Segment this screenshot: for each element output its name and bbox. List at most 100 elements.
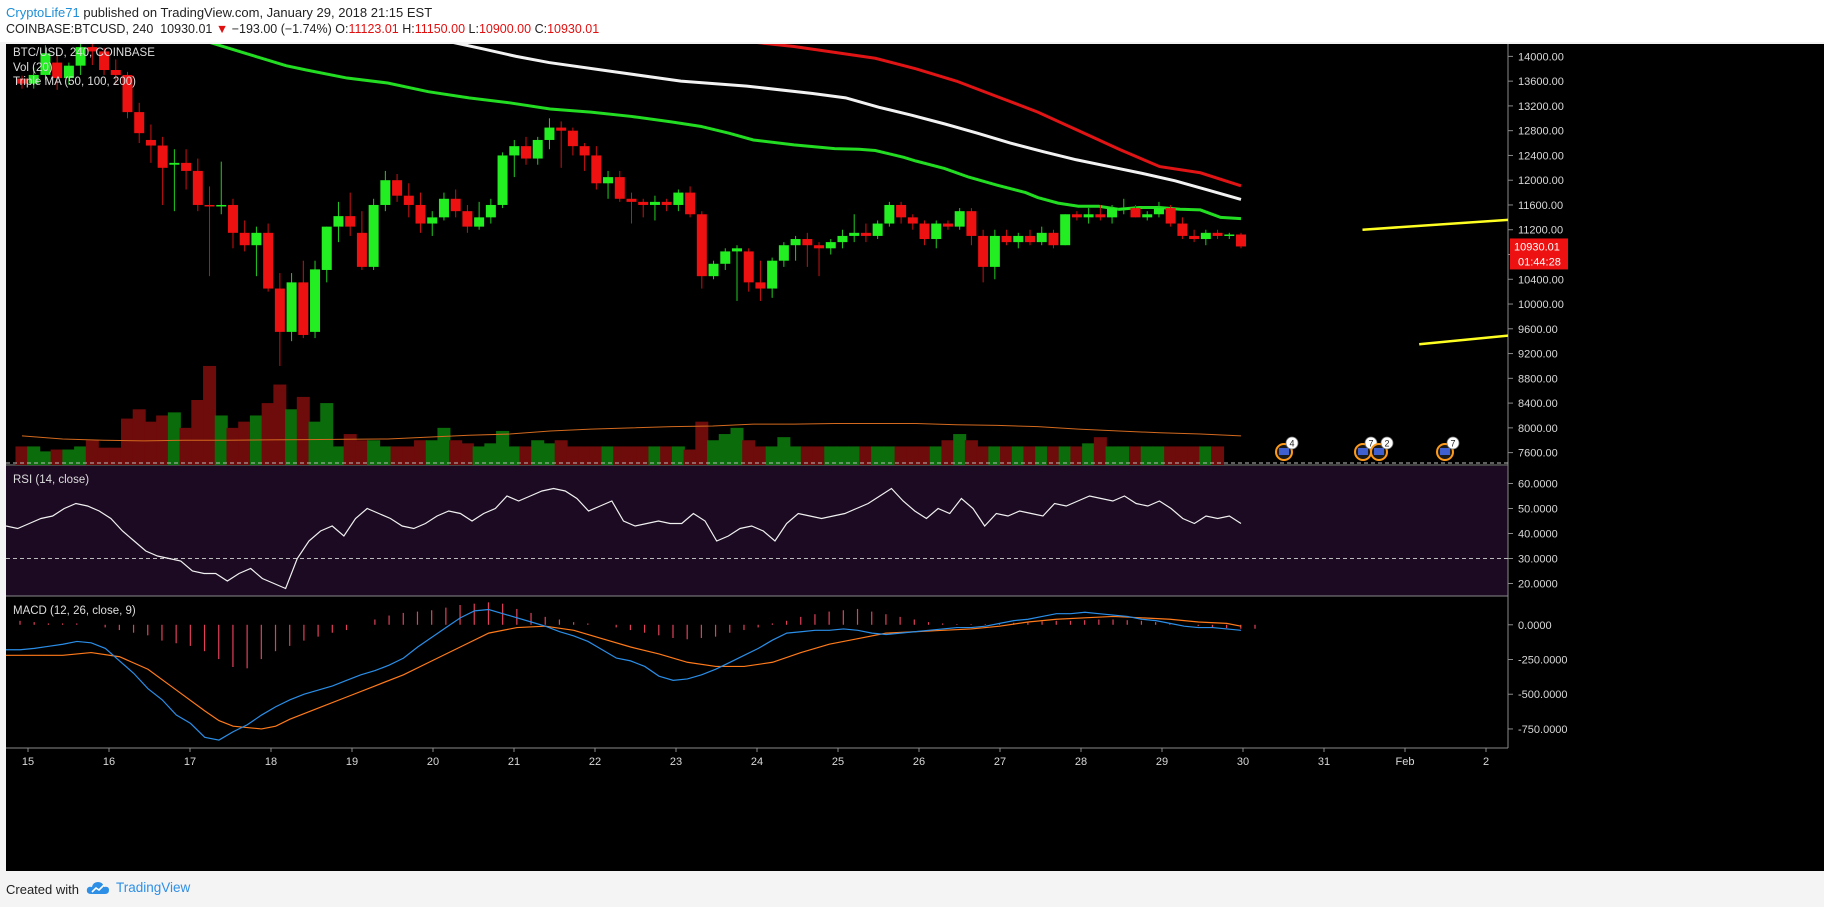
low-value: 10900.00	[478, 22, 532, 36]
candle-body	[368, 204, 379, 267]
ma50-line	[209, 44, 1242, 221]
price-tick-label: 9600.00	[1518, 324, 1558, 336]
candle-body	[274, 288, 285, 332]
chart-area[interactable]: 4 7 2 7 14000.00 13600.00 13200.00 12800.00 1240…	[6, 44, 1824, 871]
candle-body	[731, 248, 742, 252]
volume-bar	[425, 440, 439, 465]
candle-body	[896, 204, 907, 218]
candle-body	[884, 204, 895, 224]
rsi-label: RSI (14, close)	[13, 474, 89, 486]
price-tick-label: 12800.00	[1518, 126, 1564, 138]
volume-bar	[578, 446, 592, 465]
candle-body	[380, 180, 391, 205]
author-link[interactable]: CryptoLife71	[6, 5, 80, 20]
candle-body	[1013, 235, 1024, 243]
volume-bar	[1152, 446, 1166, 465]
x-tick-label: 23	[670, 756, 682, 768]
volume-bar	[167, 412, 181, 465]
legend-triple-ma: Triple MA (50, 100, 200)	[13, 76, 136, 88]
volume-bar	[390, 446, 404, 465]
macd-line	[6, 608, 1242, 741]
candle-body	[509, 146, 520, 156]
candle-body	[28, 74, 39, 84]
candle-body	[544, 127, 555, 140]
x-tick-label: 26	[913, 756, 925, 768]
price-tick-label: 10400.00	[1518, 274, 1564, 286]
candle-body	[63, 65, 74, 79]
volume-bar	[648, 446, 662, 465]
us-flag-icon	[1440, 448, 1450, 455]
candle-body	[708, 263, 719, 277]
volume-bar	[179, 427, 193, 465]
candle-body	[204, 204, 215, 207]
volume-bar	[261, 403, 275, 465]
candle-body	[591, 155, 602, 184]
volume-bar	[953, 434, 967, 465]
volume-bar	[320, 403, 334, 465]
volume-bar	[531, 440, 545, 465]
volume-bar	[660, 446, 674, 465]
volume-bar	[109, 447, 123, 465]
candle-body	[1212, 232, 1223, 236]
candle-body	[825, 242, 836, 249]
x-tick-label: 17	[184, 756, 196, 768]
candle-body	[696, 214, 707, 277]
price-tick-label: 11200.00	[1518, 225, 1563, 237]
candles-layer	[17, 44, 1246, 366]
volume-bar	[38, 451, 52, 465]
volume-bar	[1011, 446, 1025, 465]
candle-body	[942, 223, 953, 227]
candle-body	[649, 201, 660, 205]
x-tick-label: 21	[508, 756, 520, 768]
volume-bar	[85, 440, 99, 465]
volume-bar	[636, 446, 650, 465]
x-tick-label: 22	[589, 756, 601, 768]
x-tick-label: 29	[1156, 756, 1168, 768]
volume-bar	[191, 399, 205, 465]
last-price-label: 10930.01	[1514, 241, 1560, 253]
chart-canvas[interactable]: 4 7 2 714000.0013600.0013200.0012800.001240…	[6, 44, 1824, 871]
macd-tick-label: -500.0000	[1518, 689, 1568, 701]
candle-body	[263, 232, 274, 289]
price-tick-label: 10000.00	[1518, 299, 1564, 311]
volume-bar	[27, 446, 41, 465]
candle-body	[415, 204, 426, 224]
candle-body	[99, 51, 110, 71]
volume-bar	[894, 446, 908, 465]
candle-body	[919, 223, 930, 240]
x-tick-label: Feb	[1396, 756, 1415, 768]
volume-bar	[777, 437, 791, 465]
volume-bar	[1175, 446, 1189, 465]
volume-bar	[1140, 446, 1154, 465]
candle-body	[989, 235, 1000, 267]
candle-body	[556, 127, 567, 131]
volume-bar	[1023, 446, 1037, 465]
candle-body	[778, 245, 789, 261]
candle-body	[286, 282, 297, 332]
x-tick-label: 31	[1318, 756, 1330, 768]
candle-body	[227, 204, 238, 233]
volume-bar	[707, 440, 721, 465]
us-flag-icon	[1374, 448, 1384, 455]
price-tick-label: 12400.00	[1518, 150, 1564, 162]
tradingview-link[interactable]: TradingView	[86, 880, 190, 895]
last-price-box	[1510, 238, 1568, 270]
volume-bar	[296, 396, 310, 465]
candle-body	[485, 204, 496, 218]
open-value: 11123.01	[348, 22, 399, 36]
candle-body	[661, 201, 672, 205]
volume-bar	[285, 409, 299, 465]
candle-body	[685, 192, 696, 215]
legend-volume: Vol (20)	[13, 62, 53, 74]
volume-bar	[1070, 446, 1084, 465]
volume-bar	[238, 421, 252, 465]
chart-title: BTC/USD, 240, COINBASE	[13, 47, 155, 59]
open-label: O:	[335, 22, 349, 36]
price-tick-label: 9200.00	[1518, 349, 1558, 361]
candle-body	[1060, 214, 1071, 246]
candle-body	[614, 177, 625, 199]
us-flag-icon	[1279, 448, 1289, 455]
close-label: C:	[534, 22, 548, 36]
candle-body	[907, 217, 918, 224]
volume-bar	[378, 446, 392, 465]
